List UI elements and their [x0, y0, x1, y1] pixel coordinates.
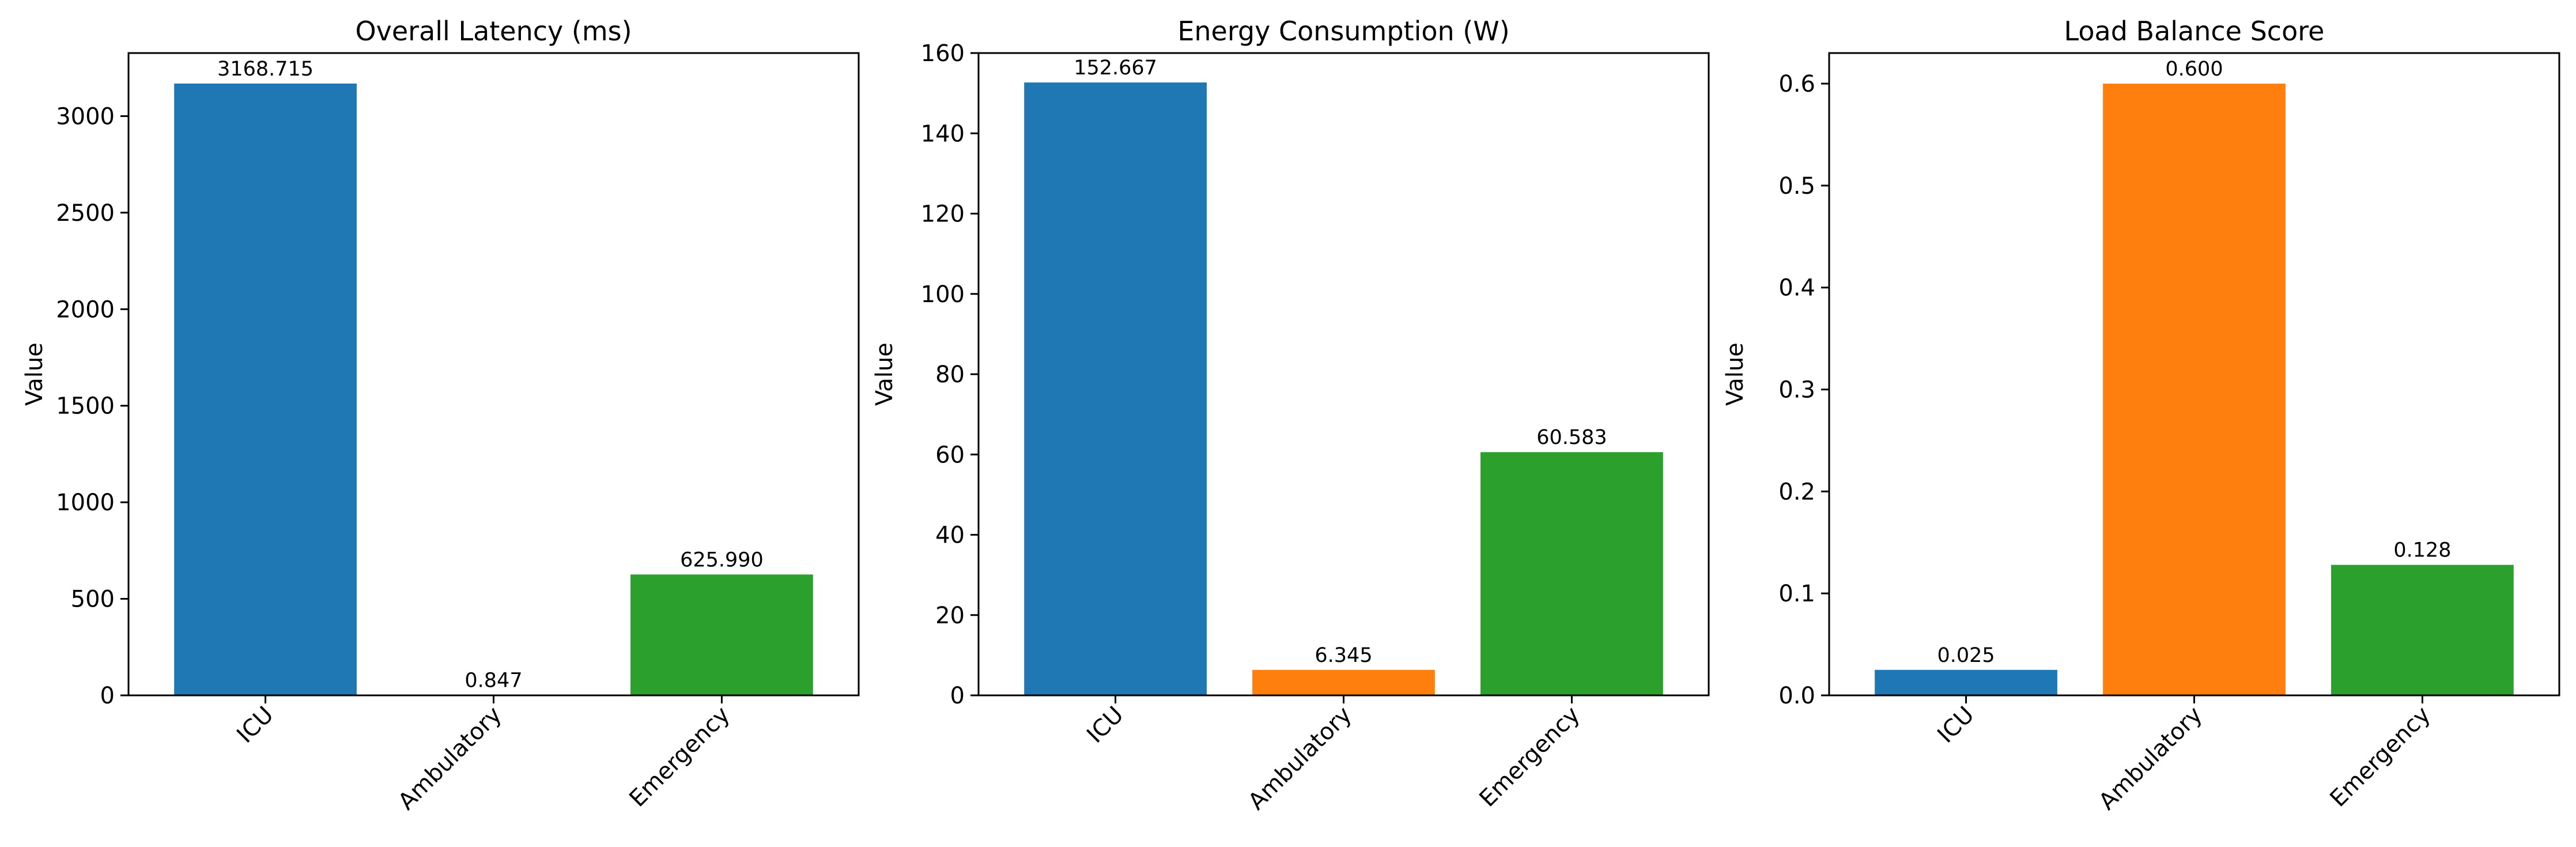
x-tick-label: ICU — [1932, 702, 1979, 748]
bar-value-label: 152.667 — [1074, 57, 1157, 80]
y-axis-label: Value — [21, 342, 48, 406]
chart-title: Energy Consumption (W) — [1177, 16, 1509, 47]
y-tick-label: 0.5 — [1778, 173, 1815, 199]
bar-value-label: 0.600 — [2165, 58, 2223, 81]
y-tick-label: 0.3 — [1778, 377, 1815, 404]
y-axis-label: Value — [1722, 342, 1748, 406]
x-tick-label: ICU — [1082, 702, 1128, 748]
bar-icu — [1875, 670, 2057, 695]
x-tick-label: Emergency — [1474, 702, 1585, 812]
chart-title: Load Balance Score — [2064, 16, 2325, 47]
y-axis-label: Value — [871, 342, 898, 406]
bar-emergency — [630, 574, 813, 695]
y-tick-label: 0.6 — [1778, 71, 1815, 97]
bar-emergency — [1480, 452, 1663, 695]
bar-value-label: 0.128 — [2393, 539, 2451, 562]
y-tick-label: 140 — [921, 121, 965, 147]
y-tick-label: 500 — [71, 586, 115, 613]
x-tick-label: ICU — [232, 702, 278, 748]
bar-ambulatory — [1252, 670, 1435, 695]
bar-value-label: 0.025 — [1937, 644, 1995, 667]
y-tick-label: 100 — [921, 281, 965, 308]
bar-icu — [174, 84, 357, 695]
y-tick-label: 0.1 — [1778, 581, 1815, 607]
x-tick-label: Ambulatory — [393, 702, 507, 815]
y-tick-label: 0.0 — [1778, 683, 1815, 709]
bar-value-label: 60.583 — [1536, 426, 1607, 449]
x-tick-label: Emergency — [2325, 702, 2435, 812]
y-tick-label: 2500 — [56, 200, 115, 227]
x-tick-label: Emergency — [624, 702, 735, 812]
chart-title: Overall Latency (ms) — [355, 16, 632, 47]
y-tick-label: 160 — [921, 40, 965, 67]
x-tick-label: Ambulatory — [1243, 702, 1357, 815]
y-tick-label: 20 — [935, 603, 965, 629]
y-tick-label: 0 — [100, 683, 115, 709]
bar-value-label: 625.990 — [680, 548, 764, 571]
bar-icu — [1024, 82, 1207, 695]
y-tick-label: 0.2 — [1778, 479, 1815, 505]
y-tick-label: 3000 — [56, 103, 115, 130]
y-tick-label: 80 — [935, 362, 965, 388]
y-tick-label: 60 — [935, 442, 965, 468]
y-tick-label: 0.4 — [1778, 275, 1815, 302]
bar-value-label: 0.847 — [464, 669, 522, 692]
y-tick-label: 2000 — [56, 296, 115, 323]
y-tick-label: 40 — [935, 522, 965, 549]
bar-ambulatory — [2103, 84, 2286, 695]
bar-value-label: 6.345 — [1315, 644, 1372, 667]
y-tick-label: 0 — [950, 683, 965, 709]
y-tick-label: 1500 — [56, 393, 115, 420]
bar-emergency — [2331, 565, 2514, 695]
y-tick-label: 1000 — [56, 490, 115, 516]
bar-value-label: 3168.715 — [217, 58, 313, 81]
y-tick-label: 120 — [921, 201, 965, 228]
x-tick-label: Ambulatory — [2094, 702, 2207, 815]
